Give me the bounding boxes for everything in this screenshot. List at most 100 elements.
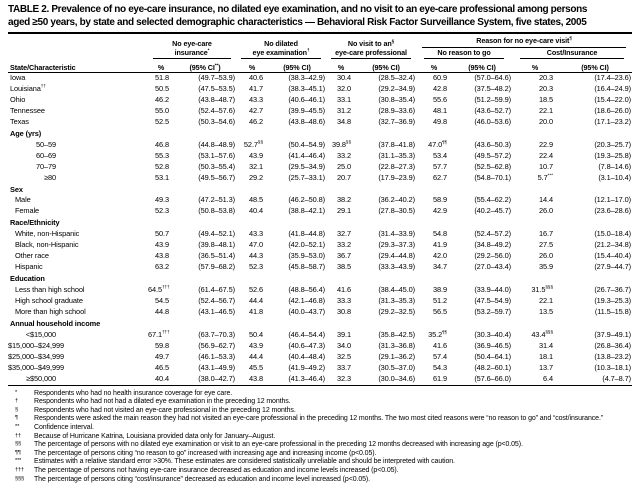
footnotes: * Respondents who had no health insurance… (8, 390, 632, 484)
footnote: †† Because of Hurricane Katrina, Louisian… (8, 433, 632, 442)
percent-cell: 25.0 (337, 161, 352, 171)
percent-cell: 33.7 (337, 362, 352, 372)
table-row: Iowa 51.8 (49.7–53.9) 40.6 (38.3–42.9) 30.4 (2… (8, 73, 632, 84)
percent-cell: 22.1 (539, 105, 554, 115)
percent-cell: 43.4§§§ (531, 329, 554, 339)
row-label: Tennessee (10, 105, 45, 115)
footnote-text: The percentage of persons with no dilate… (34, 441, 523, 449)
ci-cell: (30.0–34.6) (378, 373, 416, 383)
percent-cell: 33.1 (337, 94, 352, 104)
ci-cell: (49.4–52.1) (198, 229, 235, 239)
ci-cell: (12.1–17.0) (594, 195, 632, 205)
col-group-no-insurance: No eye-care insurance* (148, 37, 236, 59)
col-group-no-visit: No visit to an§ eye-care professional (326, 37, 416, 59)
percent-cell: 22.1 (539, 296, 554, 306)
row-label: 70–79 (35, 161, 56, 171)
percent-cell: 54.8 (433, 229, 448, 239)
ci-cell: (19.3–25.8) (594, 150, 632, 160)
percent-cell: 57.4 (433, 351, 448, 361)
ci-cell: (52.4–57.6) (198, 105, 235, 115)
table-row: Ohio 46.2 (43.8–48.7) 43.3 (40.6–46.1) 33.1 (3… (8, 95, 632, 106)
ci-cell: (13.8–23.2) (594, 351, 632, 361)
ci-cell: (38.0–42.7) (198, 373, 235, 383)
group1-line1: No eye-care (172, 39, 212, 48)
table-title-line1: TABLE 2. Prevalence of no eye-care insur… (8, 4, 588, 15)
percent-header: % (512, 59, 559, 73)
percent-cell: 33.3 (337, 296, 352, 306)
percent-cell: 6.4 (543, 373, 554, 383)
ci-cell: (41.4–46.4) (288, 150, 326, 160)
percent-cell: 48.5 (249, 195, 263, 205)
ci-cell: (50.8–53.8) (198, 206, 235, 216)
percent-cell: 50.5 (155, 83, 169, 93)
percent-cell: 55.0 (155, 105, 169, 115)
percent-cell: 38.2 (337, 195, 352, 205)
percent-cell: 41.6 (433, 340, 448, 350)
footnote: * Respondents who had no health insurance… (8, 390, 632, 399)
percent-cell: 59.8 (155, 340, 169, 350)
footnote-text: Respondents were asked the main reason t… (34, 415, 604, 423)
ci-cell: (17.4–23.6) (594, 73, 632, 82)
table-row: $25,000–$34,999 49.7 (46.1–53.3) 44.4 (40.4–… (8, 352, 632, 363)
ci-cell: (52.5–62.8) (474, 161, 512, 171)
footnote-text: Because of Hurricane Katrina, Louisiana … (34, 432, 276, 440)
percent-cell: 31.2 (337, 105, 352, 115)
footnote-marker: ** (15, 424, 20, 431)
percent-cell: 49.7 (155, 351, 169, 361)
percent-cell: 33.2 (337, 150, 352, 160)
row-label: Age (yrs) (10, 128, 42, 138)
ci-cell: (31.3–35.3) (378, 296, 416, 306)
percent-cell: 67.1††† (148, 329, 170, 339)
percent-cell: 49.3 (155, 195, 169, 205)
ci-cell: (20.3–25.7) (594, 139, 632, 149)
row-label: Sex (10, 184, 23, 194)
row-label: Hispanic (15, 262, 43, 272)
ci-cell: (40.0–43.7) (288, 307, 326, 317)
percent-cell: 40.6 (249, 73, 263, 82)
percent-cell: 38.5 (337, 262, 352, 272)
ci-cell: (57.9–68.2) (198, 262, 235, 272)
table-title-line2: aged ≥50 years, by state and selected de… (8, 16, 587, 28)
percent-cell: 40.4 (249, 206, 263, 216)
table-row: ≥80 53.1 (49.5–56.7) 29.2 (25.7–33.1) 20.7 (17… (8, 172, 632, 184)
footnote-marker: ¶ (15, 415, 18, 422)
ci-cell: (47.2–51.3) (198, 195, 235, 205)
percent-cell: 60.9 (433, 73, 448, 82)
ci-cell: (26.7–36.7) (594, 285, 632, 295)
ci-cell: (50.3–54.6) (198, 116, 235, 126)
ci-cell: (50.4–64.1) (474, 351, 512, 361)
ci-header: (95% CI) (268, 59, 327, 73)
table-row: Female 52.3 (50.8–53.8) 40.4 (38.8–42.1) 29.1… (8, 206, 632, 217)
percent-cell: 39.8§§ (331, 139, 352, 149)
ci-cell: (29.2–32.5) (378, 307, 416, 317)
percent-cell: 57.7 (433, 161, 448, 171)
row-label: High school graduate (15, 296, 83, 306)
ci-cell: (30.8–35.4) (378, 94, 416, 104)
percent-cell: 54.5 (155, 296, 169, 306)
ci-cell: (29.5–34.9) (288, 161, 326, 171)
ci-cell: (30.3–40.4) (474, 329, 512, 339)
percent-cell: 44.3 (249, 251, 263, 261)
percent-cell: 43.8 (155, 251, 169, 261)
col-cost-insurance: Cost/Insurance (512, 48, 632, 59)
table-body: Iowa 51.8 (49.7–53.9) 40.6 (38.3–42.9) 30.4 (2… (8, 73, 632, 386)
footnote-marker: † (15, 398, 19, 405)
percent-cell: 44.4 (249, 296, 263, 306)
footnote-text: The percentage of persons citing “cost/i… (34, 475, 370, 483)
percent-cell: 54.3 (433, 362, 448, 372)
ci-cell: (46.4–54.4) (288, 329, 326, 339)
ci-cell: (17.9–23.9) (378, 172, 416, 182)
ci-cell: (26.8–36.4) (594, 340, 632, 350)
row-label: Male (15, 195, 31, 205)
ci-cell: (40.6–47.3) (288, 340, 326, 350)
ci-cell: (16.4–24.9) (594, 83, 632, 93)
ci-cell: (34.8–49.2) (474, 240, 512, 250)
percent-cell: 61.9 (433, 373, 448, 383)
footnote-text: Estimates with a relative standard error… (34, 458, 455, 466)
group2-line2: eye examination† (252, 47, 310, 57)
percent-cell: 53.1 (155, 172, 169, 182)
table-row: Black, non-Hispanic 43.9 (39.8–48.1) 47.0 (4… (8, 240, 632, 251)
ci-cell: (48.8–56.4) (288, 285, 326, 295)
ci-cell: (3.1–10.4) (598, 172, 632, 182)
